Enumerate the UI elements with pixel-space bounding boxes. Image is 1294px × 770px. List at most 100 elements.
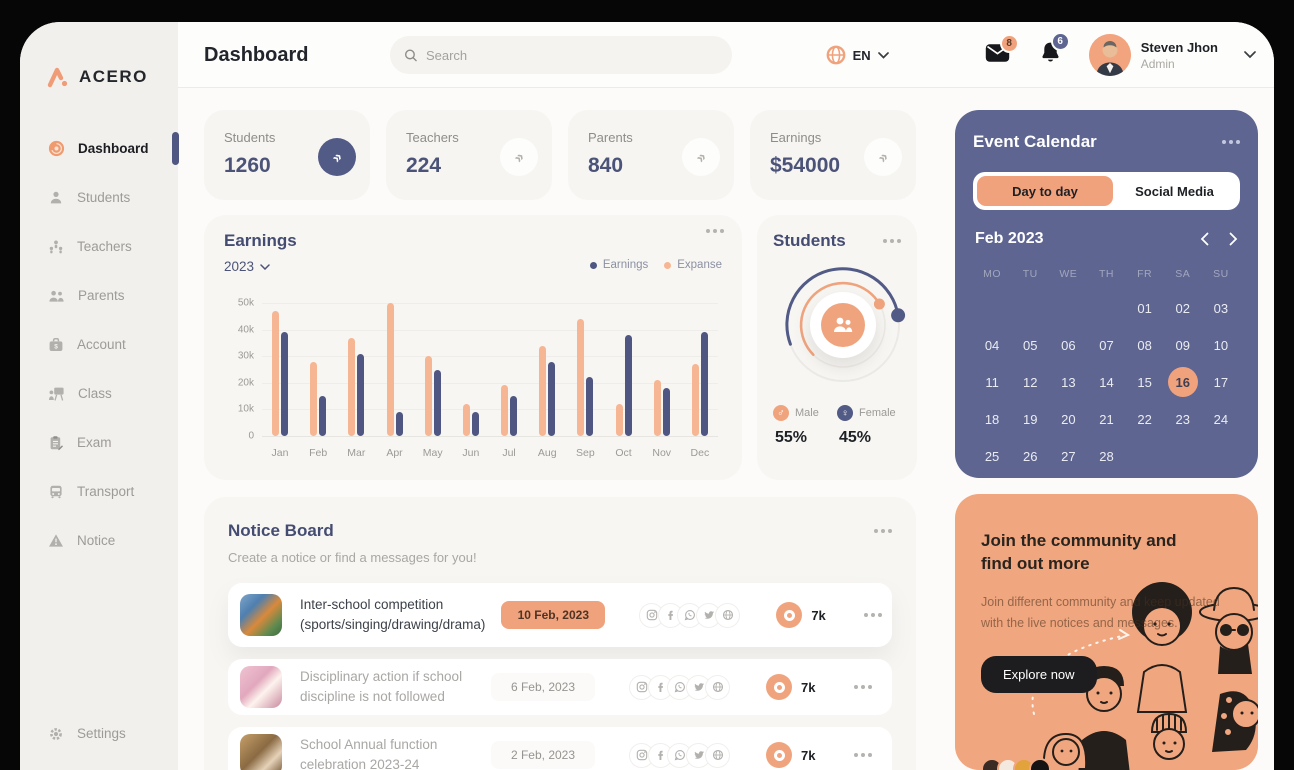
calendar-day-20[interactable]: 20: [1061, 411, 1076, 427]
chart-bar-earnings: [700, 332, 708, 436]
notice-board-card: Notice Board Create a notice or find a m…: [204, 497, 916, 770]
tab-day-to-day[interactable]: Day to day: [977, 176, 1113, 206]
notice-menu-dots[interactable]: [874, 529, 892, 533]
stat-card-teachers: Teachers 224 »: [386, 110, 552, 200]
profile-chevron-down-icon[interactable]: [1244, 51, 1256, 59]
views-counter: 7k: [766, 674, 830, 700]
sidebar-item-label: Transport: [77, 484, 135, 499]
calendar-day-11[interactable]: 11: [985, 374, 999, 390]
notice-row-dots[interactable]: [854, 685, 872, 689]
sidebar-item-parents[interactable]: Parents: [20, 271, 178, 320]
chart-bar-expanse: [310, 361, 318, 436]
web-globe-icon[interactable]: [715, 602, 741, 628]
gridline: [262, 329, 718, 331]
stat-value: 224: [406, 154, 442, 177]
explore-now-button[interactable]: Explore now: [981, 656, 1097, 694]
stat-arrow-button[interactable]: »: [864, 138, 902, 176]
y-axis-tick: 0: [248, 430, 254, 442]
calendar-day-28[interactable]: 28: [1099, 448, 1114, 464]
calendar-day-24[interactable]: 24: [1213, 411, 1229, 427]
x-axis-label: Nov: [652, 447, 672, 459]
mail-button[interactable]: 8: [985, 33, 1019, 68]
notice-row[interactable]: Inter-school competition (sports/singing…: [228, 583, 892, 647]
notifications-badge: 6: [1050, 32, 1070, 51]
x-axis-label: Jan: [271, 447, 289, 459]
stat-arrow-button[interactable]: »: [500, 138, 538, 176]
notifications-button[interactable]: 6: [1040, 32, 1070, 69]
notice-board-subtitle: Create a notice or find a messages for y…: [228, 550, 477, 565]
calendar-day-03[interactable]: 03: [1213, 300, 1229, 316]
views-count: 7k: [801, 679, 816, 695]
earnings-header: Earnings 2023: [224, 231, 297, 274]
calendar-day-13[interactable]: 13: [1061, 374, 1076, 390]
tab-social-media[interactable]: Social Media: [1113, 176, 1236, 206]
sidebar-item-students[interactable]: Students: [20, 173, 178, 222]
calendar-day-19[interactable]: 19: [1022, 411, 1038, 427]
sidebar-item-settings[interactable]: Settings: [20, 709, 178, 758]
calendar-day-06[interactable]: 06: [1061, 337, 1076, 353]
calendar-day-22[interactable]: 22: [1137, 411, 1152, 427]
calendar-day-10[interactable]: 10: [1213, 337, 1229, 353]
notice-icon: [49, 534, 63, 547]
sidebar-item-teachers[interactable]: Teachers: [20, 222, 178, 271]
brand-logo: ACERO: [46, 66, 178, 88]
notice-board-title: Notice Board: [228, 521, 334, 540]
sidebar-item-exam[interactable]: Exam: [20, 418, 178, 467]
legend-dot-earnings: [589, 261, 597, 269]
web-globe-icon[interactable]: [705, 674, 730, 700]
y-axis-tick: 20k: [237, 377, 254, 389]
calendar-day-26[interactable]: 26: [1022, 448, 1038, 464]
search-bar[interactable]: [390, 36, 732, 74]
sidebar-item-transport[interactable]: Transport: [20, 467, 178, 516]
calendar-day-17[interactable]: 17: [1213, 374, 1229, 390]
notice-row-dots[interactable]: [864, 613, 883, 617]
calendar-day-27[interactable]: 27: [1061, 448, 1076, 464]
students-menu-dots[interactable]: [883, 239, 901, 243]
calendar-day-12[interactable]: 12: [1022, 374, 1038, 390]
gender-legend: ♂ Male 55% ♀ Female 45%: [773, 405, 901, 447]
language-selector[interactable]: EN: [826, 45, 889, 65]
calendar-day-07[interactable]: 07: [1099, 337, 1114, 353]
sidebar-item-account[interactable]: $ Account: [20, 320, 178, 369]
sidebar-item-label: Notice: [77, 533, 116, 548]
sidebar-item-dashboard[interactable]: Dashboard: [20, 124, 179, 173]
account-icon: $: [49, 337, 63, 351]
web-globe-icon[interactable]: [705, 742, 730, 768]
calendar-day-15[interactable]: 15: [1137, 374, 1152, 390]
stat-arrow-button[interactable]: »: [318, 138, 356, 176]
sidebar-item-class[interactable]: Class: [20, 369, 178, 418]
calendar-empty-cell: [1087, 293, 1125, 323]
calendar-day-01[interactable]: 01: [1137, 300, 1152, 316]
community-avatars: [981, 758, 1051, 770]
calendar-menu-dots[interactable]: [1222, 140, 1240, 144]
search-input[interactable]: [425, 47, 718, 63]
calendar-day-18[interactable]: 18: [984, 411, 1000, 427]
sidebar-item-notice[interactable]: Notice: [20, 516, 178, 565]
calendar-day-02[interactable]: 02: [1175, 300, 1190, 316]
calendar-day-23[interactable]: 23: [1175, 411, 1190, 427]
calendar-day-21[interactable]: 21: [1099, 411, 1114, 427]
chart-bar-earnings: [319, 396, 327, 436]
notice-row[interactable]: Disciplinary action if school discipline…: [228, 659, 892, 715]
stat-arrow-button[interactable]: »: [682, 138, 720, 176]
calendar-day-25[interactable]: 25: [984, 448, 1000, 464]
calendar-day-14[interactable]: 14: [1099, 374, 1114, 390]
calendar-day-09[interactable]: 09: [1175, 337, 1190, 353]
earnings-menu-dots[interactable]: [706, 229, 724, 233]
notice-row[interactable]: School Annual function celebration 2023-…: [228, 727, 892, 770]
calendar-day-08[interactable]: 08: [1137, 337, 1152, 353]
chart-bar-expanse: [577, 318, 585, 436]
dashboard-content: Students 1260 » Teachers 224 » Parents 8…: [178, 88, 1274, 770]
calendar-day-04[interactable]: 04: [984, 337, 1000, 353]
x-axis-label: Mar: [347, 447, 366, 459]
year-dropdown[interactable]: 2023: [224, 259, 297, 274]
notice-row-dots[interactable]: [854, 753, 872, 757]
avatar[interactable]: [1088, 34, 1131, 76]
month-column: Jan: [268, 303, 292, 459]
sidebar-item-label: Dashboard: [78, 141, 149, 156]
calendar-day-05[interactable]: 05: [1022, 337, 1038, 353]
sidebar-item-label: Students: [77, 190, 131, 205]
calendar-next-icon[interactable]: [1229, 232, 1238, 246]
calendar-day-16[interactable]: 16: [1164, 367, 1202, 397]
calendar-prev-icon[interactable]: [1200, 232, 1209, 246]
